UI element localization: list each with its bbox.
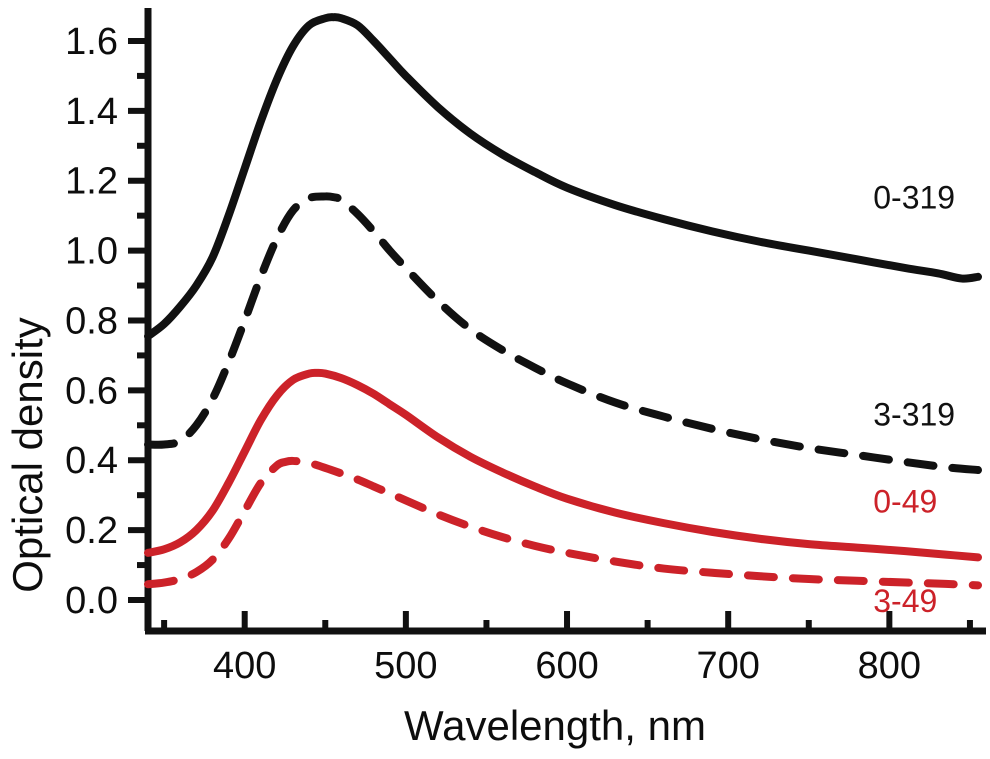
y-tick-label: 0.6 [65,370,118,412]
x-tick-label: 700 [696,645,759,687]
y-axis-tick-labels: 0.0 0.2 0.4 0.6 0.8 1.0 1.2 1.4 1.6 [65,21,118,622]
x-tick-label: 600 [535,645,598,687]
series-labels: 0-319 3-319 0-49 3-49 [873,180,955,620]
series-curve-3-319 [144,192,982,475]
series-curve-0-319 [144,13,982,341]
x-tick-label: 800 [858,645,921,687]
y-tick-label: 1.6 [65,21,118,63]
y-tick-label: 0.0 [65,580,118,622]
x-tick-label: 400 [213,645,276,687]
x-tick-label: 500 [374,645,437,687]
series-label-3-319: 3-319 [873,396,955,432]
series-label-0-49: 0-49 [873,484,937,520]
x-axis-title: Wavelength, nm [404,702,706,749]
y-tick-label: 0.4 [65,440,118,482]
y-tick-label: 1.4 [65,91,118,133]
series-label-3-49: 3-49 [873,583,937,619]
y-tick-label: 0.2 [65,510,118,552]
series-curve-0-49 [144,368,982,562]
data-series-curves [144,13,982,590]
series-curve-3-49 [144,456,982,590]
y-tick-label: 1.2 [65,161,118,203]
y-axis-title: Optical density [4,317,51,592]
series-label-0-319: 0-319 [873,180,955,216]
y-tick-label: 0.8 [65,300,118,342]
x-axis-tick-labels: 400 500 600 700 800 [213,645,921,687]
axis-ticks [128,37,973,631]
y-tick-label: 1.0 [65,231,118,273]
